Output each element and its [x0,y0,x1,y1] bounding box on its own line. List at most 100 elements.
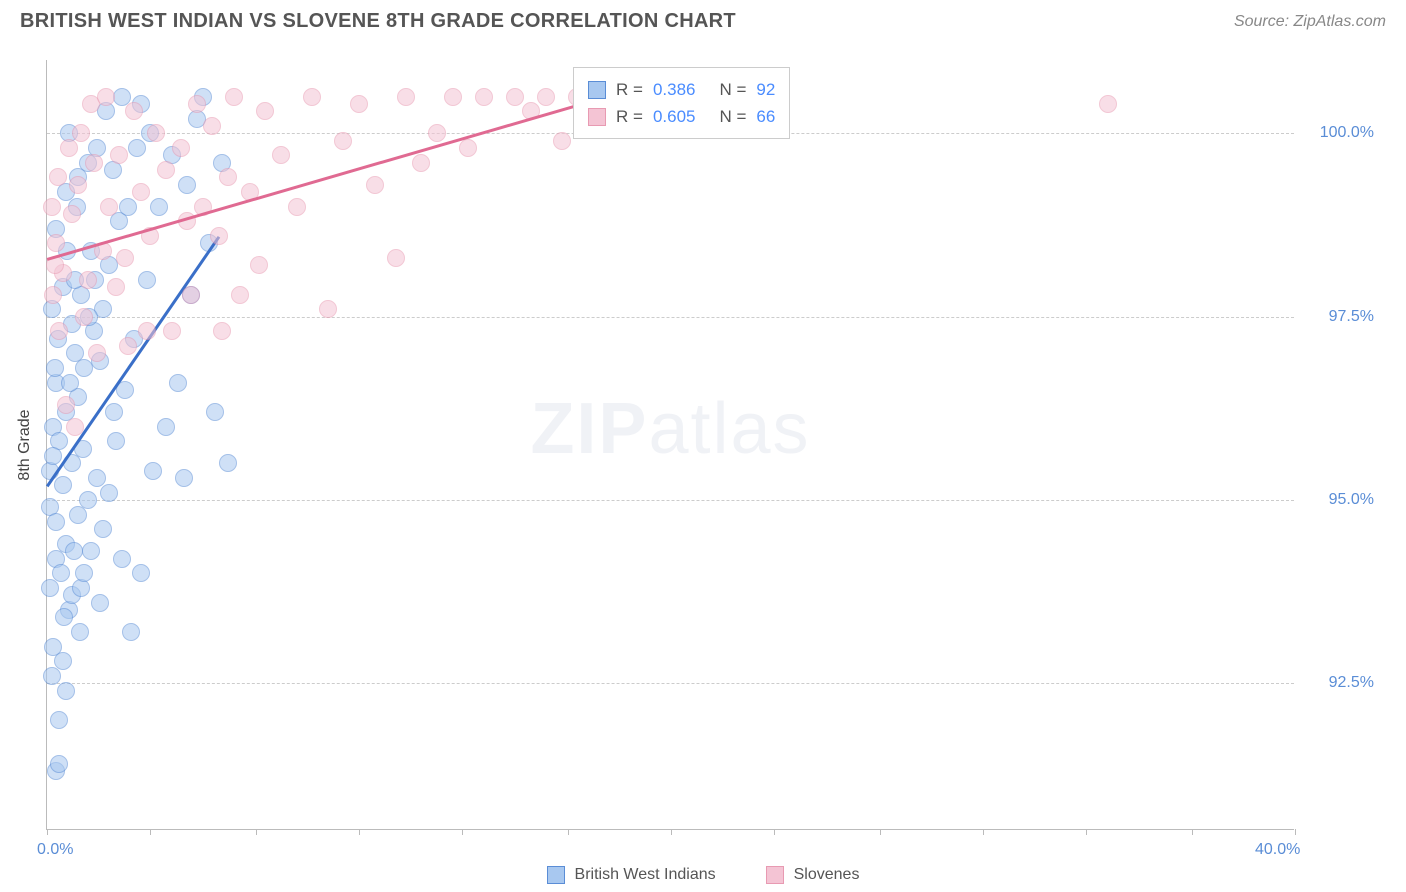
data-point [119,337,137,355]
data-point [219,454,237,472]
gridline [47,683,1294,684]
data-point [97,88,115,106]
trend-line [47,104,578,260]
legend-n-value: 66 [756,103,775,130]
x-tick [1295,829,1296,835]
data-point [88,469,106,487]
bottom-legend: British West Indians Slovenes [0,866,1406,884]
legend-r-label: R = [616,103,643,130]
data-point [113,550,131,568]
data-point [256,102,274,120]
data-point [188,95,206,113]
data-point [444,88,462,106]
data-point [49,168,67,186]
data-point [75,308,93,326]
data-point [50,322,68,340]
data-point [85,154,103,172]
data-point [54,476,72,494]
data-point [387,249,405,267]
data-point [412,154,430,172]
legend-swatch [588,108,606,126]
data-point [60,139,78,157]
y-tick-label: 97.5% [1304,308,1374,326]
x-tick [671,829,672,835]
data-point [47,234,65,252]
data-point [91,594,109,612]
data-point [107,278,125,296]
x-tick [256,829,257,835]
data-point [144,462,162,480]
legend-r-value: 0.386 [653,76,696,103]
watermark: ZIPatlas [530,388,810,470]
data-point [105,403,123,421]
data-point [88,344,106,362]
x-axis-label: 0.0% [37,841,73,859]
stats-legend: R = 0.386N = 92R = 0.605N = 66 [573,67,790,139]
legend-swatch-slovenes [766,866,784,884]
data-point [366,176,384,194]
data-point [119,198,137,216]
data-point [231,286,249,304]
x-tick [1086,829,1087,835]
data-point [94,520,112,538]
y-tick-label: 95.0% [1304,491,1374,509]
data-point [163,322,181,340]
data-point [47,513,65,531]
data-point [113,88,131,106]
data-point [537,88,555,106]
data-point [132,564,150,582]
y-tick-label: 92.5% [1304,674,1374,692]
data-point [225,88,243,106]
data-point [182,286,200,304]
data-point [44,447,62,465]
legend-item-slovenes: Slovenes [766,866,860,884]
data-point [157,418,175,436]
data-point [219,168,237,186]
data-point [75,564,93,582]
data-point [65,542,83,560]
data-point [66,418,84,436]
x-tick [568,829,569,835]
x-tick [359,829,360,835]
data-point [50,755,68,773]
x-tick [774,829,775,835]
data-point [44,286,62,304]
data-point [150,198,168,216]
data-point [175,469,193,487]
data-point [41,579,59,597]
data-point [475,88,493,106]
data-point [79,491,97,509]
data-point [125,102,143,120]
data-point [57,682,75,700]
gridline [47,317,1294,318]
data-point [288,198,306,216]
data-point [303,88,321,106]
legend-item-bwi: British West Indians [547,866,716,884]
data-point [71,623,89,641]
data-point [82,542,100,560]
data-point [1099,95,1117,113]
header: BRITISH WEST INDIAN VS SLOVENE 8TH GRADE… [0,0,1406,43]
x-axis-label: 40.0% [1255,841,1300,859]
legend-n-label: N = [719,76,746,103]
data-point [138,271,156,289]
data-point [63,205,81,223]
data-point [52,564,70,582]
data-point [178,176,196,194]
data-point [138,322,156,340]
data-point [132,183,150,201]
data-point [55,608,73,626]
data-point [79,271,97,289]
data-point [319,300,337,318]
data-point [100,198,118,216]
data-point [272,146,290,164]
data-point [157,161,175,179]
legend-r-label: R = [616,76,643,103]
data-point [46,359,64,377]
data-point [69,176,87,194]
legend-label-slovenes: Slovenes [794,866,860,884]
scatter-chart: ZIPatlas 92.5%95.0%97.5%100.0%0.0%40.0%R… [46,60,1294,830]
data-point [100,484,118,502]
data-point [334,132,352,150]
y-tick-label: 100.0% [1304,124,1374,142]
